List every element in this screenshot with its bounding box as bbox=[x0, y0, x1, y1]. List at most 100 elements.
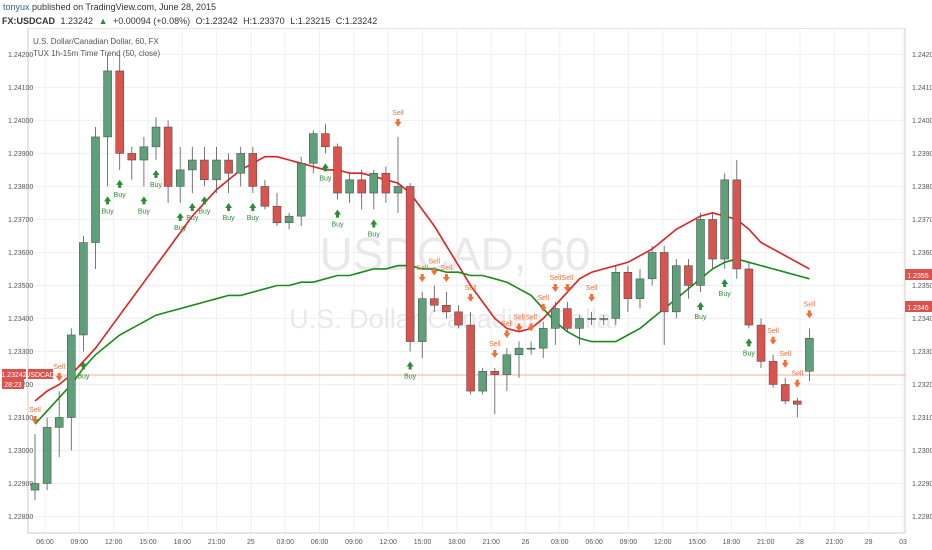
candle bbox=[42, 417, 52, 491]
red-ma-price-text: 1.2355 bbox=[907, 273, 929, 280]
y-axis-left[interactable]: 1.228001.229001.230001.231001.232001.233… bbox=[8, 52, 33, 521]
countdown-tag bbox=[2, 379, 24, 389]
sell-arrow-icon bbox=[781, 359, 789, 368]
candle-body bbox=[212, 159, 221, 181]
candle bbox=[321, 123, 330, 154]
buy-label: Buy bbox=[404, 373, 417, 380]
candle bbox=[732, 160, 742, 279]
candle-body bbox=[563, 308, 572, 329]
sell-label: Sell bbox=[562, 275, 574, 282]
candle bbox=[175, 146, 185, 203]
candle-body bbox=[805, 338, 814, 372]
legend-indicator: TUX 1h-15m Time Trend (50, close) bbox=[33, 49, 160, 58]
sell-label: Sell bbox=[549, 275, 561, 282]
y-tick-label-right: 1.2330 bbox=[912, 349, 932, 356]
sell-arrow-icon bbox=[55, 373, 63, 382]
sell-arrow-icon bbox=[31, 415, 39, 424]
candle-body bbox=[696, 219, 705, 286]
buy-arrow-icon bbox=[249, 203, 257, 212]
sell-arrow-icon bbox=[588, 293, 596, 302]
candle-body bbox=[345, 179, 354, 194]
buy-label: Buy bbox=[150, 182, 163, 189]
candle bbox=[115, 54, 124, 170]
x-tick-label: 12:00 bbox=[654, 539, 672, 546]
candle-body bbox=[611, 271, 621, 319]
sell-arrow-icon bbox=[793, 379, 801, 388]
y-tick-label-left: 1.23800 bbox=[8, 184, 33, 191]
candle bbox=[333, 143, 342, 200]
x-tick-label: 12:00 bbox=[105, 539, 123, 546]
candle-body bbox=[708, 219, 717, 260]
sell-arrow-icon bbox=[503, 330, 511, 339]
sell-arrow-icon bbox=[515, 323, 523, 332]
buy-label: Buy bbox=[368, 232, 381, 239]
y-tick-label-left: 1.24100 bbox=[8, 85, 33, 92]
candle-body bbox=[672, 265, 681, 313]
sell-label: Sell bbox=[416, 265, 428, 272]
candle-body bbox=[127, 153, 137, 161]
candle-body bbox=[30, 483, 40, 491]
buy-arrow-icon bbox=[140, 196, 148, 205]
x-axis[interactable]: 06:00 09:00 12:00 15:00 18:00 21:00 25 03:00 06:… bbox=[36, 539, 907, 546]
buy-label: Buy bbox=[102, 208, 115, 215]
candle bbox=[635, 268, 645, 309]
candle bbox=[103, 54, 112, 187]
candle bbox=[67, 328, 76, 451]
buy-arrow-icon bbox=[79, 361, 87, 370]
sell-arrow-icon bbox=[805, 310, 813, 319]
candle bbox=[538, 321, 548, 359]
candle bbox=[248, 146, 258, 194]
candle-body bbox=[466, 324, 475, 392]
candle bbox=[575, 315, 584, 345]
y-tick-label-right: 1.2370 bbox=[912, 217, 932, 224]
y-axis-right[interactable]: 1.2280 1.2290 1.2300 1.2310 1.2320 1.2330 1.23… bbox=[912, 52, 932, 521]
author-link[interactable]: tonyux bbox=[3, 2, 30, 12]
candle-body bbox=[151, 126, 161, 148]
candle bbox=[417, 292, 427, 359]
candle-body bbox=[224, 159, 233, 174]
buy-arrow-icon bbox=[176, 212, 184, 221]
candle-body bbox=[478, 371, 487, 392]
candle-body bbox=[647, 252, 657, 280]
candle bbox=[151, 117, 161, 161]
x-tick-label: 03 bbox=[899, 539, 907, 546]
candle bbox=[369, 169, 379, 210]
x-tick-label: 25 bbox=[247, 539, 255, 546]
buy-label: Buy bbox=[331, 222, 344, 229]
x-tick-label: 12:00 bbox=[379, 539, 397, 546]
candle bbox=[345, 173, 354, 203]
candle bbox=[587, 311, 596, 326]
candle bbox=[212, 146, 221, 194]
x-tick-label: 09:00 bbox=[345, 539, 363, 546]
candle-body bbox=[103, 70, 112, 138]
sell-arrow-icon bbox=[551, 283, 559, 292]
candle bbox=[54, 391, 64, 458]
buy-label: Buy bbox=[743, 350, 756, 357]
candle-body bbox=[623, 271, 633, 299]
y-tick-label-right: 1.2280 bbox=[912, 514, 932, 521]
sell-label: Sell bbox=[501, 321, 513, 328]
y-tick-label-left: 1.22900 bbox=[8, 481, 33, 488]
candle bbox=[381, 166, 391, 203]
candle-body bbox=[260, 186, 270, 207]
buy-label: Buy bbox=[694, 314, 707, 321]
y-tick-label-right: 1.2320 bbox=[912, 382, 932, 389]
buy-arrow-icon bbox=[334, 209, 341, 218]
candle-body bbox=[526, 347, 536, 350]
candle-body bbox=[744, 268, 754, 326]
candle-body bbox=[756, 324, 766, 362]
y-tick-label-left: 1.24000 bbox=[8, 118, 33, 125]
candle bbox=[659, 245, 669, 345]
y-tick-label-right: 1.2350 bbox=[912, 283, 932, 290]
candle bbox=[163, 120, 173, 203]
candle bbox=[611, 265, 621, 326]
candle bbox=[393, 136, 403, 213]
x-tick-label: 15:00 bbox=[688, 539, 706, 546]
price-chart[interactable]: USDCAD, 60 U.S. Dollar/Canadian Dollar U… bbox=[0, 28, 932, 550]
sell-arrow-icon bbox=[418, 274, 426, 283]
symbol-name[interactable]: FX:USDCAD bbox=[2, 16, 55, 26]
y-tick-label-left: 1.23400 bbox=[8, 316, 33, 323]
candle-body bbox=[780, 384, 790, 402]
candle bbox=[454, 305, 463, 329]
